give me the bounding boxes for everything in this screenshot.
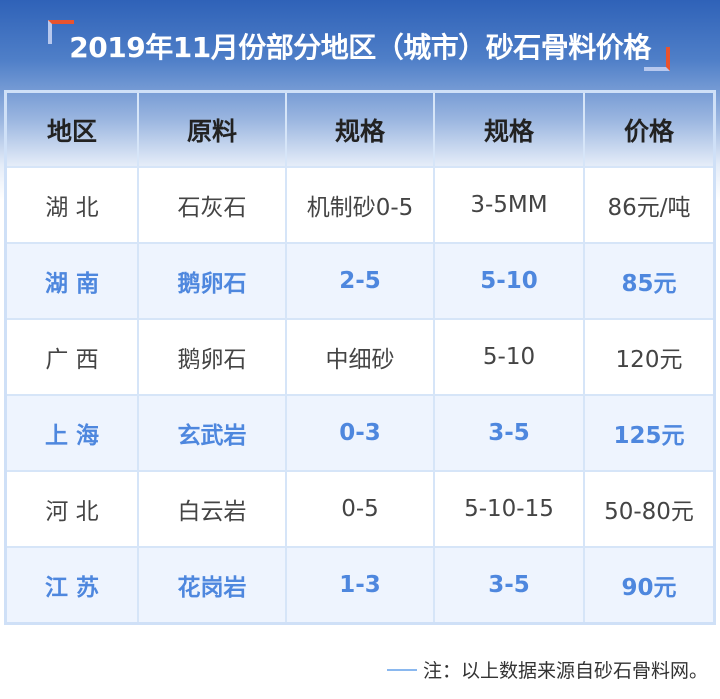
header-region: 地区	[4, 90, 139, 168]
cell-price: 120元	[583, 318, 716, 396]
cell-region: 湖 南	[4, 242, 139, 320]
header-price: 价格	[583, 90, 716, 168]
cell-spec-2: 3-5	[433, 546, 585, 625]
cell-region: 上 海	[4, 394, 139, 472]
header-material: 原料	[137, 90, 287, 168]
table-row: 湖 南鹅卵石 2-5 5-10 85元	[4, 242, 716, 320]
cell-spec-2: 3-5MM	[433, 166, 585, 244]
cell-spec-2: 3-5	[433, 394, 585, 472]
cell-material: 花岗岩	[137, 546, 287, 625]
cell-price: 86元/吨	[583, 166, 716, 244]
cell-region: 湖 北	[4, 166, 139, 244]
cell-material: 石灰石	[137, 166, 287, 244]
source-note-text: 注：以上数据来源自砂石骨料网。	[422, 660, 708, 682]
cell-region: 广 西	[4, 318, 139, 396]
table-header-row: 地区 原料 规格 规格 价格	[4, 90, 716, 168]
table-row: 河 北白云岩 0-5 5-10-15 50-80元	[4, 470, 716, 548]
table-row: 广 西鹅卵石 中细砂 5-10 120元	[4, 318, 716, 396]
price-table: 地区 原料 规格 规格 价格 湖 北石灰石 机制砂0-5 3-5MM 86元/吨湖 南…	[4, 90, 716, 625]
title-bar: 2019年11月份部分地区（城市）砂石骨料价格	[0, 18, 720, 74]
cell-price: 85元	[583, 242, 716, 320]
table-row: 上 海玄武岩 0-3 3-5 125元	[4, 394, 716, 472]
cell-material: 玄武岩	[137, 394, 287, 472]
cell-price: 125元	[583, 394, 716, 472]
cell-price: 50-80元	[583, 470, 716, 548]
cell-region: 江 苏	[4, 546, 139, 625]
header-spec: 规格	[285, 90, 435, 168]
table-row: 江 苏花岗岩 1-3 3-5 90元	[4, 546, 716, 625]
header-spec-2: 规格	[433, 90, 585, 168]
cell-price: 90元	[583, 546, 716, 625]
title-corner-decoration	[48, 20, 74, 44]
cell-spec: 0-5	[285, 470, 435, 548]
cell-spec-2: 5-10	[433, 318, 585, 396]
cell-spec: 2-5	[285, 242, 435, 320]
note-line-decoration	[386, 668, 417, 671]
cell-spec: 1-3	[285, 546, 435, 625]
cell-spec: 中细砂	[285, 318, 435, 396]
cell-spec-2: 5-10	[433, 242, 585, 320]
source-note: 注：以上数据来源自砂石骨料网。	[386, 656, 708, 683]
cell-spec: 0-3	[285, 394, 435, 472]
cell-spec-2: 5-10-15	[433, 470, 585, 548]
cell-material: 鹅卵石	[137, 242, 287, 320]
cell-material: 鹅卵石	[137, 318, 287, 396]
cell-region: 河 北	[4, 470, 139, 548]
title-corner-decoration	[644, 47, 670, 71]
cell-material: 白云岩	[137, 470, 287, 548]
page-title: 2019年11月份部分地区（城市）砂石骨料价格	[69, 31, 651, 64]
cell-spec: 机制砂0-5	[285, 166, 435, 244]
table-row: 湖 北石灰石 机制砂0-5 3-5MM 86元/吨	[4, 166, 716, 244]
